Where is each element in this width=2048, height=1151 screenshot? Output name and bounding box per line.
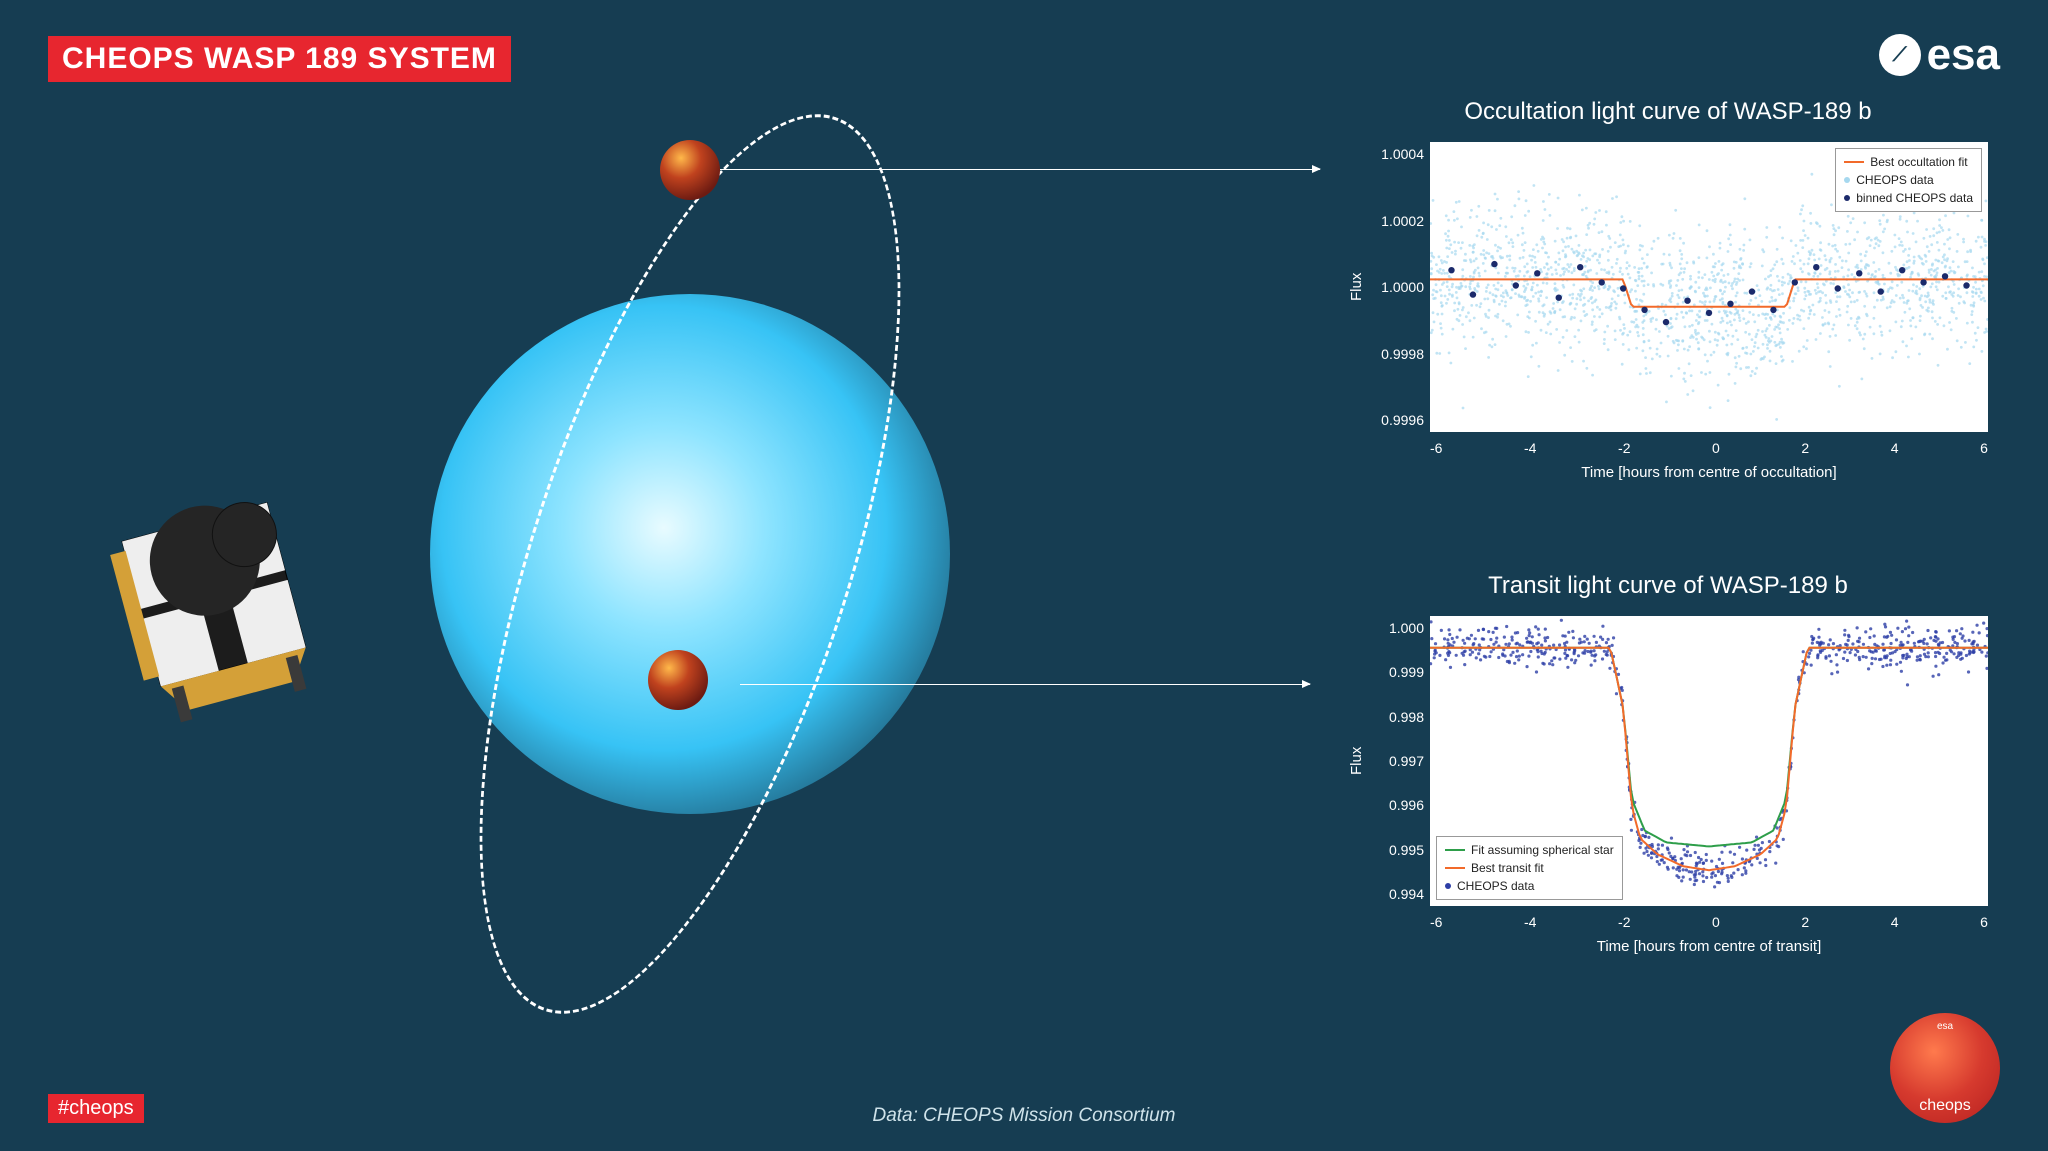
planet-transit-position	[648, 650, 708, 710]
badge-esa-text: esa	[1937, 1021, 1953, 1032]
occultation-xticks: -6-4-20246	[1430, 440, 1988, 456]
transit-ylabel: Flux	[1348, 616, 1370, 906]
occultation-xlabel: Time [hours from centre of occultation]	[1348, 464, 1988, 481]
badge-label: cheops	[1919, 1097, 1971, 1115]
arrow-to-transit-chart	[740, 684, 1310, 685]
esa-logo: ⟋ esa	[1879, 30, 2000, 80]
star-system-illustration	[380, 80, 1000, 1080]
transit-plot: Fit assuming spherical starBest transit …	[1430, 616, 1988, 906]
transit-xticks: -6-4-20246	[1430, 914, 1988, 930]
esa-logo-text: esa	[1927, 30, 2000, 80]
cheops-spacecraft-icon	[80, 430, 340, 730]
esa-logo-dot: ⟋	[1879, 34, 1921, 76]
transit-chart-panel: Transit light curve of WASP-189 b Flux 1…	[1348, 572, 1988, 955]
transit-chart-area: Flux 1.0000.9990.9980.9970.9960.9950.994…	[1348, 616, 1988, 906]
occultation-plot: Best occultation fitCHEOPS databinned CH…	[1430, 142, 1988, 432]
cheops-mission-badge: esa cheops	[1890, 1013, 2000, 1123]
occultation-legend: Best occultation fitCHEOPS databinned CH…	[1835, 148, 1982, 212]
transit-chart-title: Transit light curve of WASP-189 b	[1348, 572, 1988, 600]
planet-occultation-position	[660, 140, 720, 200]
occultation-chart-area: Flux 1.00041.00021.00000.99980.9996 Best…	[1348, 142, 1988, 432]
occultation-chart-title: Occultation light curve of WASP-189 b	[1348, 98, 1988, 126]
title-banner: CHEOPS WASP 189 SYSTEM	[48, 36, 511, 82]
transit-yticks: 1.0000.9990.9980.9970.9960.9950.994	[1370, 616, 1430, 906]
data-credit: Data: CHEOPS Mission Consortium	[0, 1105, 2048, 1127]
transit-legend: Fit assuming spherical starBest transit …	[1436, 836, 1623, 900]
occultation-chart-panel: Occultation light curve of WASP-189 b Fl…	[1348, 98, 1988, 481]
occultation-ylabel: Flux	[1348, 142, 1370, 432]
arrow-to-occultation-chart	[720, 169, 1320, 170]
transit-xlabel: Time [hours from centre of transit]	[1348, 938, 1988, 955]
occultation-yticks: 1.00041.00021.00000.99980.9996	[1370, 142, 1430, 432]
